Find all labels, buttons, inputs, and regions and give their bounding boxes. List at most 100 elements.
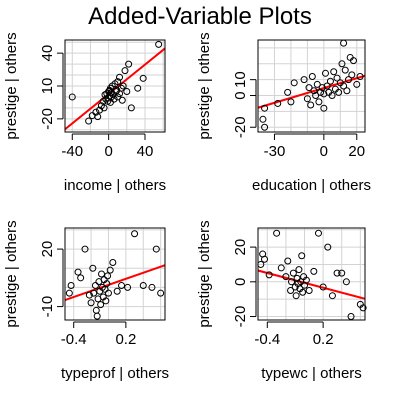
plot-frame <box>257 227 366 321</box>
x-tick-label: 0 <box>104 143 112 160</box>
data-points <box>65 230 165 320</box>
data-point <box>148 283 156 291</box>
data-point <box>287 98 295 106</box>
data-point <box>353 80 361 88</box>
data-point <box>93 312 101 320</box>
x-tick-label: -30 <box>264 143 286 160</box>
data-point <box>117 84 125 92</box>
panel-education: -30 0 20 -20 0 10 education | others prestige |… <box>196 32 371 194</box>
data-point <box>109 259 117 266</box>
data-point <box>100 104 108 112</box>
plot-frame <box>257 39 366 133</box>
x-tick-label: -0.4 <box>61 331 87 348</box>
data-point <box>320 104 328 112</box>
x-axis-title: typewc | others <box>261 365 362 382</box>
data-point <box>345 76 353 84</box>
x-tick-label: 20 <box>348 143 365 160</box>
data-point <box>312 92 320 100</box>
data-point <box>310 267 318 275</box>
y-tick-label: 10 <box>232 71 249 88</box>
x-tick-label: 0.2 <box>313 331 334 348</box>
data-point <box>113 287 121 295</box>
data-point <box>94 113 102 121</box>
y-axis-title: prestige | others <box>196 220 213 327</box>
data-point <box>274 99 282 107</box>
data-point <box>359 304 367 312</box>
data-point <box>287 278 295 286</box>
data-point <box>261 255 269 263</box>
data-point <box>121 67 129 75</box>
data-point <box>338 60 346 68</box>
x-axis: -30 0 20 <box>264 133 365 160</box>
data-point <box>308 72 316 80</box>
y-tick-label: 0 <box>232 91 249 99</box>
data-point <box>265 271 273 279</box>
data-point <box>356 72 364 80</box>
data-point <box>92 306 100 314</box>
data-point <box>328 292 336 300</box>
gridlines <box>65 40 165 132</box>
y-tick-label: 0 <box>232 278 249 286</box>
data-point <box>68 93 76 101</box>
data-point <box>290 79 298 87</box>
data-point <box>324 243 332 251</box>
x-axis-title: income | others <box>64 177 166 194</box>
data-point <box>124 283 132 291</box>
data-point <box>139 74 147 82</box>
data-point <box>335 88 343 96</box>
x-tick-label: 0 <box>320 143 328 160</box>
data-point <box>102 297 110 305</box>
y-tick-label: -20 <box>39 108 56 130</box>
regression-line <box>258 269 365 300</box>
data-point <box>305 286 313 294</box>
data-point <box>343 87 351 95</box>
data-point <box>303 95 311 103</box>
data-point <box>261 123 269 131</box>
data-points <box>259 39 364 131</box>
data-point <box>326 77 334 85</box>
data-point <box>293 274 301 282</box>
data-point <box>103 280 111 288</box>
data-point <box>341 66 349 74</box>
data-point <box>292 292 300 300</box>
data-point <box>91 282 99 289</box>
y-axis: -20 0 20 <box>232 239 257 327</box>
data-point <box>114 78 122 86</box>
gridlines <box>65 228 165 320</box>
data-point <box>106 266 114 274</box>
y-axis-title: prestige | others <box>3 32 20 139</box>
data-point <box>318 84 326 92</box>
data-point <box>314 229 322 237</box>
figure-title: Added-Variable Plots <box>88 3 312 30</box>
data-point <box>310 87 318 95</box>
data-point <box>89 264 97 272</box>
data-point <box>349 57 357 65</box>
data-point <box>284 257 292 265</box>
x-tick-label: 0.2 <box>115 331 136 348</box>
plot-frame <box>64 39 166 133</box>
data-point <box>323 82 331 90</box>
x-axis: -40 0 40 <box>61 133 154 160</box>
panel-grid: -40 0 40 -20 10 40 income | others prestige | o… <box>3 32 371 382</box>
x-axis-title: typeprof | others <box>61 365 169 382</box>
panel-income: -40 0 40 -20 10 40 income | others prestige | o… <box>3 32 166 194</box>
data-point <box>321 69 329 77</box>
data-point <box>299 288 307 296</box>
data-point <box>118 282 126 289</box>
data-point <box>139 282 147 289</box>
data-point <box>302 276 310 284</box>
data-point <box>157 289 165 297</box>
data-point <box>320 90 328 98</box>
data-point <box>92 108 100 116</box>
data-point <box>333 269 341 277</box>
data-point <box>295 266 303 274</box>
data-point <box>85 291 93 299</box>
data-point <box>77 274 85 282</box>
data-point <box>348 71 356 79</box>
x-tick-label: -0.4 <box>254 331 280 348</box>
panel-typeprof: -0.4 0.2 -10 20 typeprof | others prestige | … <box>3 220 169 382</box>
x-tick-label: 40 <box>137 143 154 160</box>
data-point <box>317 88 325 96</box>
